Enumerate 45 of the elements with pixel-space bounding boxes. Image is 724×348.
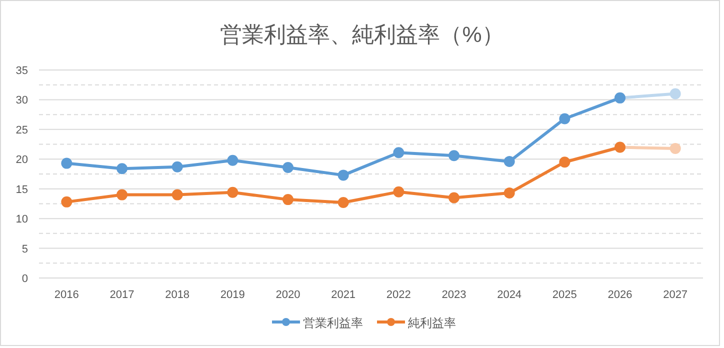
point [172,161,183,172]
point [61,158,72,169]
point [559,113,570,124]
legend-label: 純利益率 [408,316,456,330]
x-tick-label: 2019 [220,289,245,301]
x-tick-label: 2020 [276,289,300,301]
point [393,147,404,158]
y-tick-label: 10 [16,214,28,226]
y-tick-label: 30 [16,94,28,107]
chart-title: 営業利益率、純利益率（%） [220,22,504,47]
point [227,154,238,166]
point [116,163,128,174]
x-tick-label: 2021 [331,289,356,301]
x-tick-label: 2016 [54,289,79,301]
point [61,196,72,208]
point [448,150,460,162]
x-tick-label: 2026 [608,289,632,301]
point [338,197,349,208]
y-tick-label: 0 [22,273,28,285]
x-tick-label: 2017 [110,289,134,301]
x-tick-label: 2018 [165,289,190,301]
point [670,142,681,154]
y-tick-label: 5 [22,243,28,256]
y-tick-label: 20 [16,154,28,166]
point [282,162,294,173]
point [670,88,681,100]
point [559,156,570,168]
point [448,192,460,204]
y-tick-label: 25 [16,124,28,136]
y-tick-label: 35 [16,65,28,77]
point [282,194,294,206]
x-tick-label: 2024 [497,289,522,301]
point [504,188,515,199]
x-tick-label: 2027 [663,289,688,301]
x-tick-label: 2025 [552,289,577,301]
point [227,186,238,198]
x-tick-label: 2022 [386,289,411,301]
x-tick-label: 2023 [442,289,466,301]
legend-label: 営業利益率 [303,316,363,330]
point [393,186,404,198]
point [504,156,515,168]
y-tick-label: 15 [16,184,28,196]
point [172,189,183,200]
point [338,170,349,181]
point [116,189,128,200]
